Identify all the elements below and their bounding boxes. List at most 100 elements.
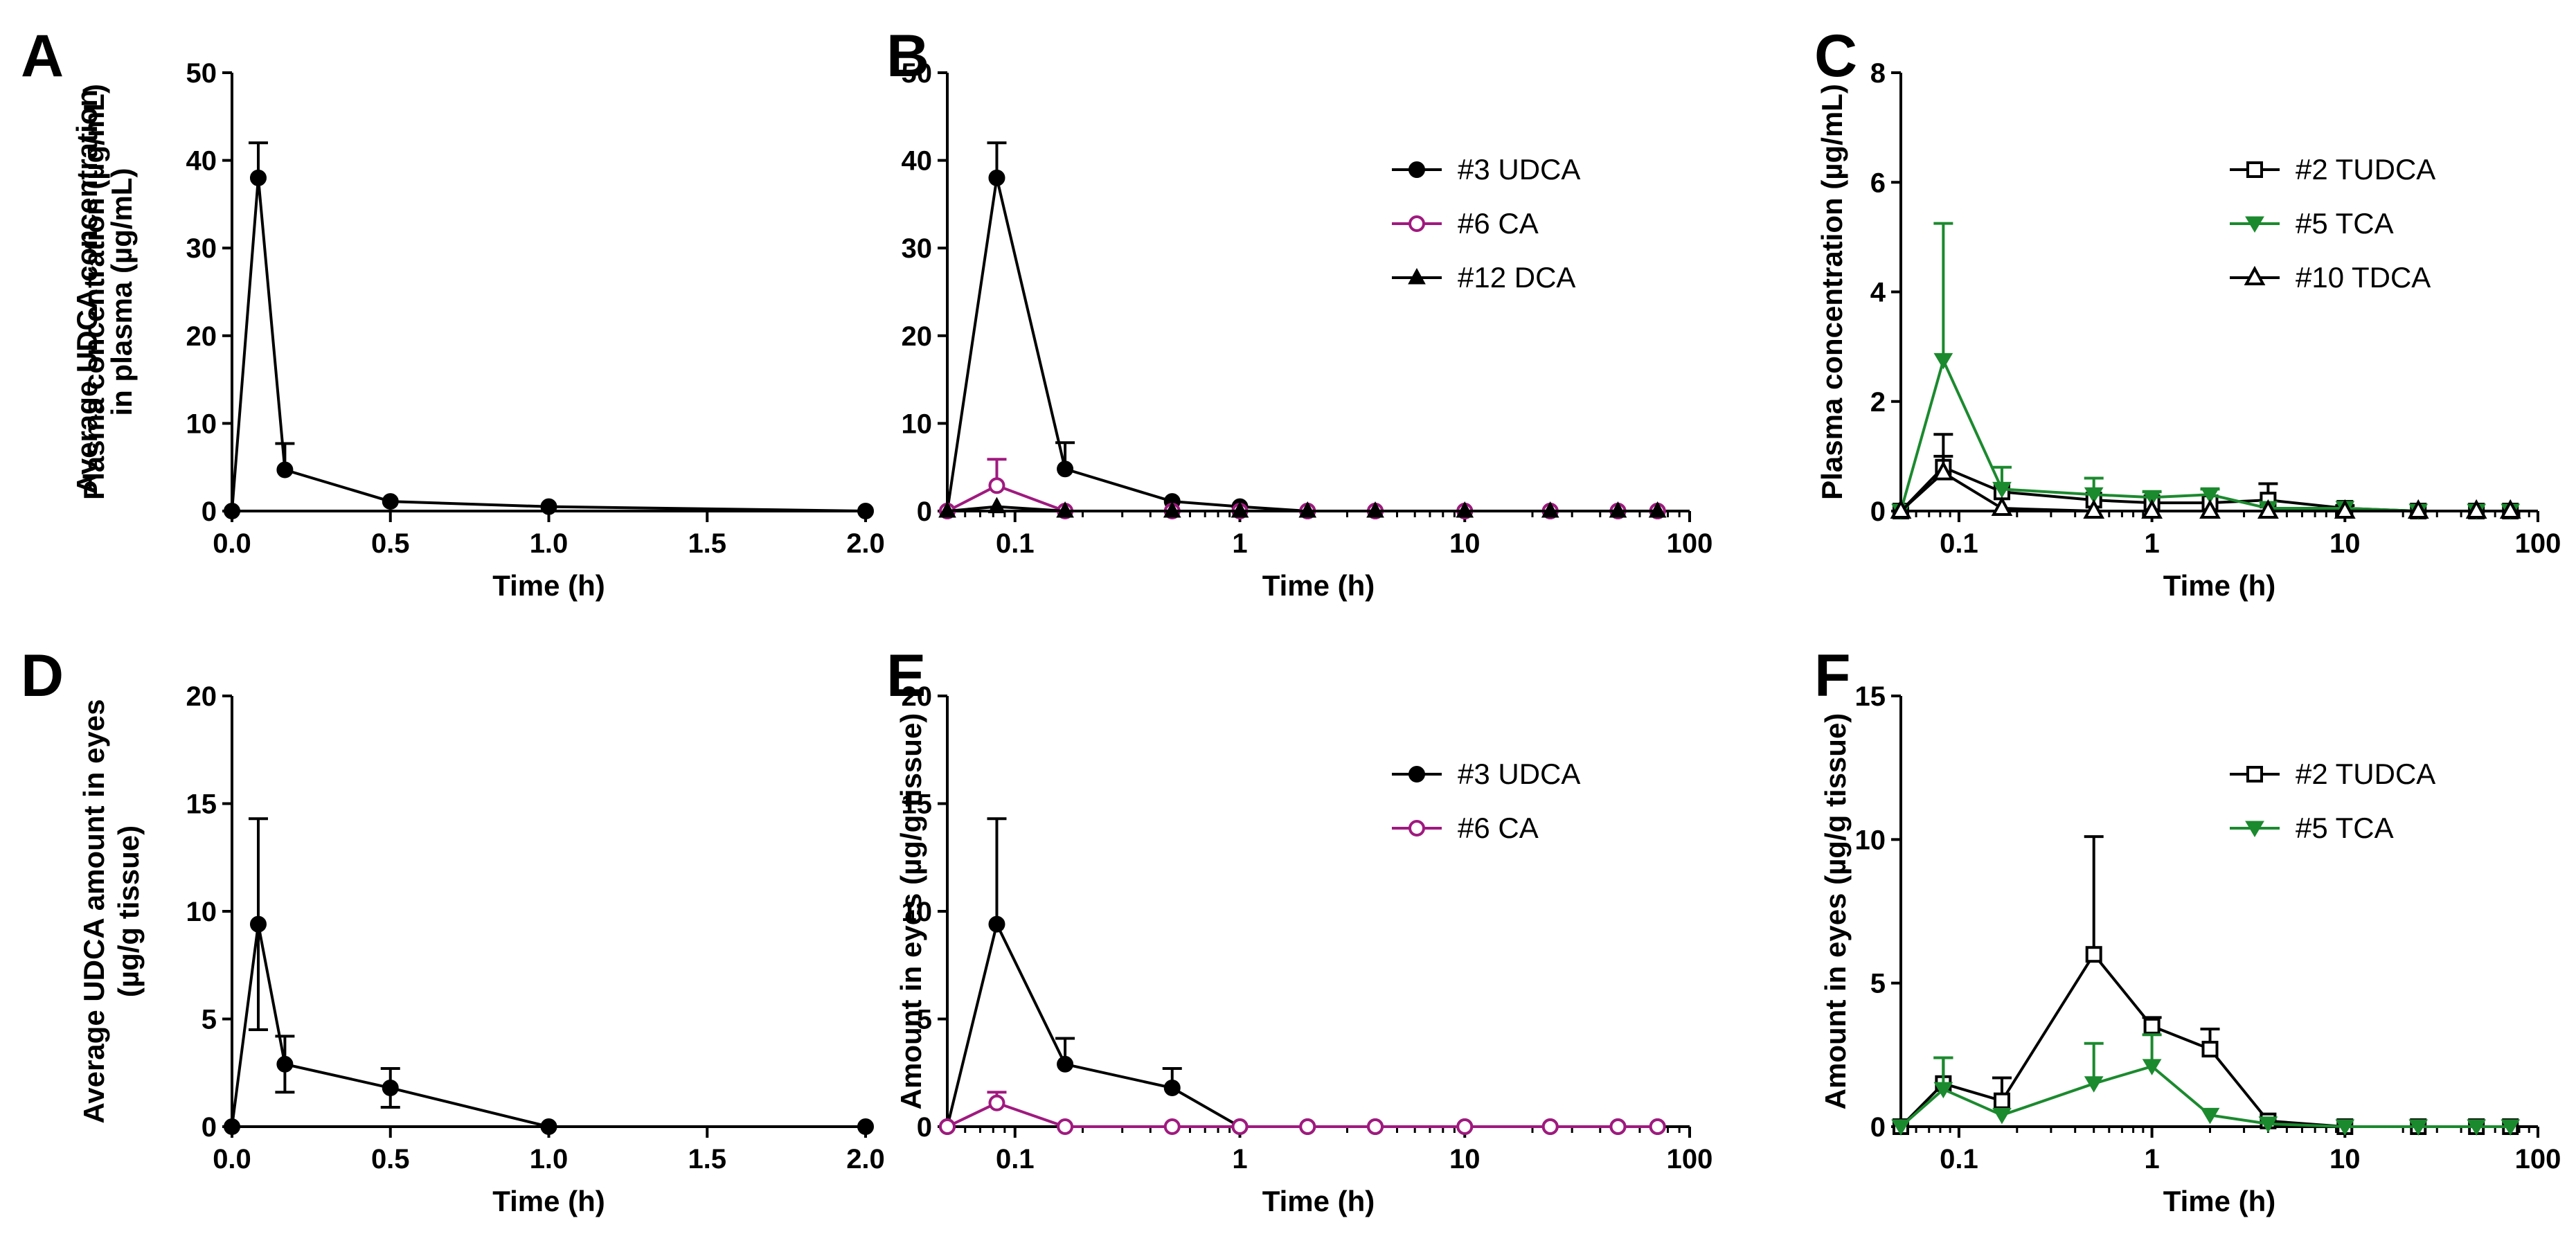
y-tick-label: 15: [1855, 681, 1886, 712]
y-tick-label: 8: [1870, 58, 1886, 89]
panel-letter: F: [1814, 643, 1851, 709]
y-tick-label: 0: [917, 1112, 932, 1143]
legend: #3 UDCA #6 CA: [1392, 758, 1580, 844]
data-point: [1057, 1055, 1074, 1073]
y-tick-label: 5: [202, 1005, 217, 1035]
series-5-tca: [1891, 1033, 2521, 1136]
data-point: [382, 493, 399, 510]
data-point: [2200, 487, 2220, 504]
x-axis-label: Time (h): [492, 569, 605, 602]
x-axis-label: Time (h): [492, 1185, 605, 1217]
data-point: [2085, 946, 2102, 963]
x-tick-label: 0.5: [371, 528, 410, 559]
legend-label: #6 CA: [1458, 207, 1539, 240]
data-point: [1298, 501, 1317, 518]
data-point: [224, 503, 240, 519]
series-line: [946, 920, 1658, 1128]
x-tick-label: 1.5: [688, 528, 726, 559]
y-tick-label: 10: [902, 409, 933, 439]
x-axis-label: Time (h): [2163, 569, 2276, 602]
data-point: [1163, 501, 1181, 518]
y-tick-label: 15: [902, 789, 933, 820]
y-axis-label: Amount in eyes (µg/g tissue): [895, 713, 927, 1110]
y-axis-label: Average UDCA amount in eyes: [78, 699, 110, 1123]
series-line: [231, 924, 866, 1128]
legend-label: #2 TUDCA: [2296, 153, 2435, 186]
y-tick-label: 5: [917, 1005, 932, 1035]
data-point: [2084, 487, 2104, 504]
legend-marker: [2245, 821, 2264, 837]
data-point: [540, 1118, 557, 1135]
y-tick-label: 50: [902, 58, 933, 89]
x-tick-label: 10: [1449, 528, 1481, 559]
y-tick-label: 10: [186, 897, 217, 927]
data-point: [249, 915, 267, 933]
data-point: [857, 1118, 874, 1135]
y-tick-label: 6: [1870, 168, 1886, 198]
panel-f: F 0 5 10 15 0.1 1 10 100 Time (h) Amount in eyes (…: [1814, 643, 2561, 1217]
y-tick-label: 30: [902, 233, 933, 264]
x-tick-label: 0.1: [996, 1144, 1035, 1174]
panel-c: C 0 2 4 6 8 0.1 1 10 100 Time (h) Plasma concentrat…: [1814, 23, 2561, 602]
series-3-udca: [939, 817, 1666, 1135]
legend-marker: [2246, 766, 2263, 782]
x-tick-label: 1.5: [688, 1144, 726, 1174]
x-tick-label: 0.0: [213, 1144, 251, 1174]
data-point: [1992, 1107, 2012, 1125]
legend-marker: [1408, 267, 1426, 285]
data-point: [2257, 499, 2279, 519]
x-tick-label: 10: [2329, 1144, 2361, 1174]
data-point: [2199, 499, 2221, 519]
x-axis-label: Time (h): [1262, 1185, 1375, 1217]
data-point: [1933, 352, 1953, 370]
data-point: [988, 1094, 1005, 1111]
series-3-udca: [939, 141, 1666, 519]
data-point: [224, 1118, 240, 1135]
legend-label: #3 UDCA: [1458, 758, 1580, 790]
y-tick-label: 10: [1855, 825, 1886, 855]
y-tick-label: 20: [902, 681, 933, 712]
data-point: [249, 169, 267, 186]
series-10-tdca: [1890, 454, 2521, 519]
panel-e: E 0 5 10 15 20 0.1 1 10 100 Time (h) Amount in eyes…: [886, 643, 1712, 1217]
x-tick-label: 1: [2144, 1144, 2159, 1174]
x-tick-label: 1.0: [530, 528, 569, 559]
legend-marker: [1408, 215, 1425, 232]
data-point: [1648, 501, 1667, 518]
x-tick-label: 1: [2144, 528, 2159, 559]
x-tick-label: 1: [1232, 528, 1247, 559]
data-point: [1456, 501, 1474, 518]
data-point: [276, 1055, 294, 1073]
data-point: [1890, 499, 1912, 519]
data-point: [2258, 1116, 2278, 1133]
panel-letter: C: [1814, 23, 1857, 89]
data-point: [1299, 1118, 1316, 1135]
data-point: [987, 497, 1006, 514]
x-axis-label: Time (h): [2163, 1185, 2276, 1217]
legend: #2 TUDCA #5 TCA: [2230, 758, 2435, 844]
data-point: [1541, 1118, 1559, 1135]
series-line: [946, 177, 1658, 512]
y-tick-label: 0: [917, 497, 932, 527]
data-point: [1057, 1118, 1074, 1135]
data-point: [2408, 1119, 2429, 1136]
legend: #3 UDCA #6 CA #12 DCA: [1392, 153, 1580, 294]
data-point: [2201, 1041, 2219, 1058]
legend-label: #3 UDCA: [1458, 153, 1580, 186]
panel-letter: D: [21, 643, 64, 709]
y-tick-label: 4: [1870, 278, 1886, 308]
y-axis-label: in plasma (µg/mL): [105, 168, 138, 416]
x-tick-label: 1.0: [530, 1144, 569, 1174]
data-point: [939, 1118, 956, 1135]
x-tick-label: 10: [1449, 1144, 1481, 1174]
y-tick-label: 0: [202, 1112, 217, 1143]
data-point: [2334, 499, 2356, 519]
y-axis-label: Amount in eyes (µg/g tissue): [1819, 713, 1852, 1110]
data-point: [857, 503, 874, 519]
x-tick-label: 10: [2329, 528, 2361, 559]
panel-letter: A: [21, 23, 64, 89]
series-line: [1899, 1064, 2511, 1128]
data-point: [382, 1080, 399, 1097]
legend-label: #10 TDCA: [2296, 261, 2431, 294]
data-point: [1367, 1118, 1384, 1135]
